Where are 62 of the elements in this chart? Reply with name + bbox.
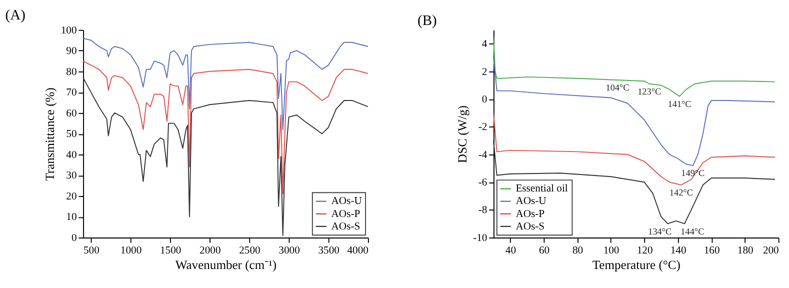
line-series bbox=[493, 36, 776, 97]
annotation: 104°C bbox=[606, 82, 630, 92]
y-tick-label: 90 bbox=[66, 46, 77, 58]
y-tick-label: 80 bbox=[66, 66, 77, 78]
y-tick-label: 30 bbox=[66, 170, 77, 182]
y-tick-label: 2 bbox=[482, 66, 488, 78]
y-axis-title: DSC (W/g) bbox=[455, 105, 470, 163]
y-tick-label: 60 bbox=[66, 108, 77, 120]
x-tick-label: 2500 bbox=[239, 245, 260, 256]
line-series bbox=[493, 112, 776, 186]
annotation: 142°C bbox=[669, 188, 693, 198]
annotation: 123°C bbox=[638, 86, 662, 96]
x-tick-label: 100 bbox=[603, 245, 620, 256]
annotation: 144°C bbox=[680, 226, 704, 236]
x-tick-label: 1500 bbox=[160, 245, 182, 256]
x-tick-label: 3500 bbox=[318, 245, 340, 256]
x-tick-label: 120 bbox=[636, 245, 653, 256]
x-tick-label: 140 bbox=[670, 245, 686, 256]
y-tick-label: 40 bbox=[66, 150, 77, 161]
y-tick-label: 4 bbox=[482, 39, 488, 50]
y-tick-label: 0 bbox=[71, 232, 77, 244]
y-tick-label: 0 bbox=[482, 94, 488, 106]
y-tick-label: 10 bbox=[66, 212, 77, 224]
line-series bbox=[493, 140, 776, 224]
y-tick-label: 70 bbox=[66, 88, 77, 99]
y-tick-label: 20 bbox=[66, 191, 77, 202]
y-tick-label: -4 bbox=[478, 150, 488, 161]
legend-label: AOs-S bbox=[516, 221, 545, 232]
line-series bbox=[82, 60, 368, 194]
x-tick-label: 4000 bbox=[347, 245, 368, 256]
x-tick-label: 2000 bbox=[200, 245, 221, 256]
annotation: 134°C bbox=[648, 226, 672, 236]
x-tick-label: 60 bbox=[538, 245, 550, 256]
legend-label: AOs-S bbox=[331, 221, 360, 232]
chart-title: (A) bbox=[5, 7, 26, 24]
y-tick-label: 50 bbox=[66, 129, 77, 140]
legend-label: Essential oil bbox=[516, 184, 568, 195]
y-axis-title: Transmittance (%) bbox=[43, 88, 58, 181]
legend-label: AOs-P bbox=[331, 208, 360, 220]
line-series bbox=[493, 57, 776, 166]
x-tick-label: 1000 bbox=[120, 245, 142, 256]
chart-title: (B) bbox=[418, 13, 437, 30]
y-tick-label: -10 bbox=[473, 232, 488, 244]
x-tick-label: 40 bbox=[505, 245, 516, 256]
line-series bbox=[82, 77, 368, 236]
annotation: 141°C bbox=[668, 98, 692, 109]
line-series bbox=[82, 38, 368, 130]
y-tick-label: 100 bbox=[60, 25, 77, 36]
y-tick-label: -6 bbox=[478, 178, 488, 189]
legend-label: AOs-U bbox=[331, 196, 362, 208]
x-tick-label: 160 bbox=[704, 245, 720, 256]
legend-label: AOs-U bbox=[516, 196, 547, 208]
x-tick-label: 80 bbox=[572, 245, 584, 256]
x-tick-label: 180 bbox=[737, 245, 754, 256]
x-tick-label: 3000 bbox=[278, 245, 300, 256]
y-tick-label: -8 bbox=[478, 205, 488, 216]
x-tick-label: 500 bbox=[83, 245, 100, 256]
legend-label: AOs-P bbox=[516, 208, 545, 220]
x-axis-title: Wavenumber (cm⁻¹) bbox=[175, 258, 277, 272]
x-tick-label: 200 bbox=[762, 245, 779, 256]
y-tick-label: -2 bbox=[478, 122, 488, 134]
x-axis-title: Temperature (°C) bbox=[592, 258, 680, 272]
